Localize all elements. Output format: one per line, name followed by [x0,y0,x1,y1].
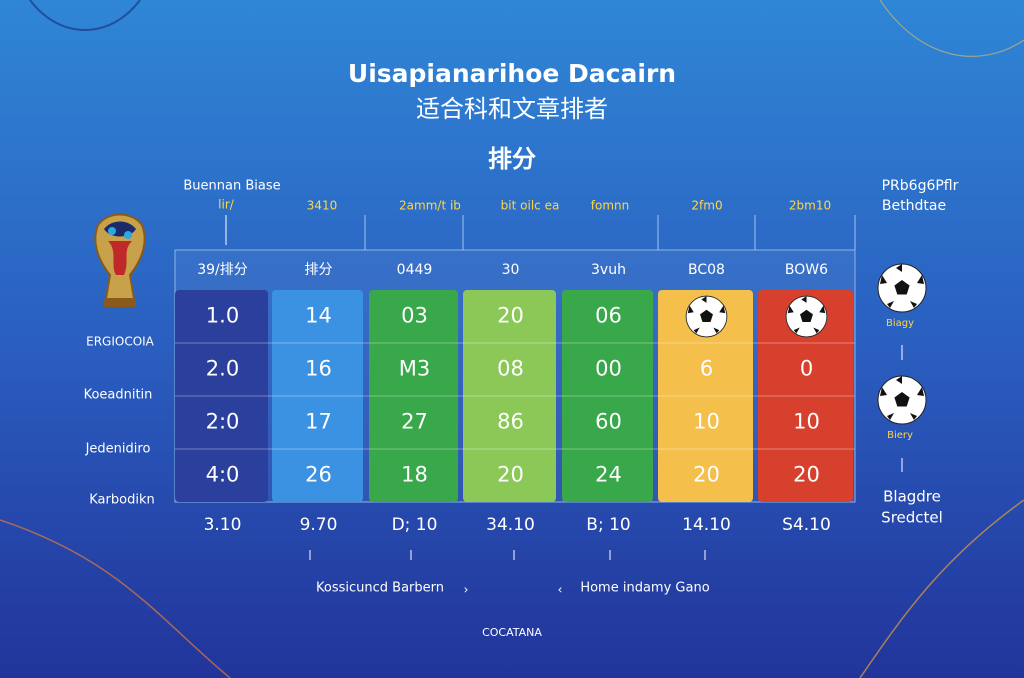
top-label: 2amm/t ib [399,199,461,213]
cell: 2:0 [206,410,240,434]
cell: 24 [595,463,622,487]
column-fill [463,290,556,502]
cell: 0 [800,357,813,381]
cell: 18 [401,463,428,487]
footer-cell: 3.10 [204,515,242,535]
table: 39/排分 3.10 排分 9.70 0449 D; 10 30 34.10 3vuh B; 10… [174,249,856,535]
cell: 60 [595,410,622,434]
column-header: 排分 [305,262,333,278]
cell: 20 [497,463,524,487]
cell: 27 [401,410,428,434]
cell: 1.0 [206,304,239,328]
soccer-ball [685,295,728,338]
column-fill [369,290,458,502]
top-label: 2bm10 [789,199,831,213]
bottom-label: Kossicuncd Barbern [316,581,444,596]
title: Uisapianarihoe Dacairn [348,59,676,88]
cell: 20 [497,304,524,328]
arrow: ‹ [558,583,563,597]
top-left-label: Buennan Biase [183,179,280,194]
column-fill [562,290,653,502]
left-label: Jedenidiro [85,442,151,457]
top-label: 2fm0 [691,199,722,213]
cell: 17 [305,410,332,434]
cell: 26 [305,463,332,487]
right-label: Blagdre [883,488,941,506]
cell: 10 [793,410,820,434]
footer-cell: 9.70 [300,515,338,535]
cell: 6 [700,357,713,381]
soccer-ball [785,295,828,338]
column-header: 0449 [397,262,433,278]
decor-line [0,519,231,678]
cell: 20 [793,463,820,487]
top-label: bit oilc ea [501,199,560,213]
cell: 03 [401,304,428,328]
cell: 2.0 [206,357,239,381]
column-header: 3vuh [591,262,626,278]
decor-line [29,0,141,31]
footer-cell: B; 10 [586,515,630,535]
column-header: BC08 [688,262,725,278]
soccer-ball [877,375,927,425]
top-label: 3410 [307,199,338,213]
bottom-label: Home indamy Gano [580,581,709,596]
title-cn: 适合科和文章排者 [416,95,608,123]
right-label: Sredctel [881,509,943,527]
column-fill [758,290,853,502]
column-fill [175,290,268,502]
left-label: Karbodikn [89,493,154,508]
decor-line [879,0,1024,57]
cell: 20 [693,463,720,487]
logo-text: COCATANA [482,626,542,639]
footer-cell: S4.10 [782,515,831,535]
right-label: Biagy [886,318,914,329]
cell: 10 [693,410,720,434]
cell: 00 [595,357,622,381]
subtitle: 排分 [488,145,536,173]
footer-cell: 14.10 [682,515,731,535]
decor-line [859,499,1024,678]
footer-cell: 34.10 [486,515,535,535]
left-label: Koeadnitin [84,388,153,403]
cell: 4:0 [206,463,240,487]
column-header: BOW6 [785,262,828,278]
footer-cell: D; 10 [392,515,438,535]
cell: 06 [595,304,622,328]
column-header: 39/排分 [197,262,248,278]
arrow: › [464,583,469,597]
column-fill [272,290,363,502]
logo-text: ERGIOCOIA [86,335,155,349]
column-header: 30 [502,262,520,278]
top-label: fomnn [591,199,629,213]
top-right-label: Bethdtae [882,198,946,214]
cell: 86 [497,410,524,434]
top-right-label: PRb6g6Pflr [882,178,959,194]
column-fill [658,290,753,502]
cell: 16 [305,357,332,381]
cell: 08 [497,357,524,381]
cell: 14 [305,304,332,328]
soccer-ball [877,263,927,313]
cell: M3 [399,357,430,381]
right-label: Biery [887,430,913,441]
top-left-label: lir/ [218,198,235,212]
